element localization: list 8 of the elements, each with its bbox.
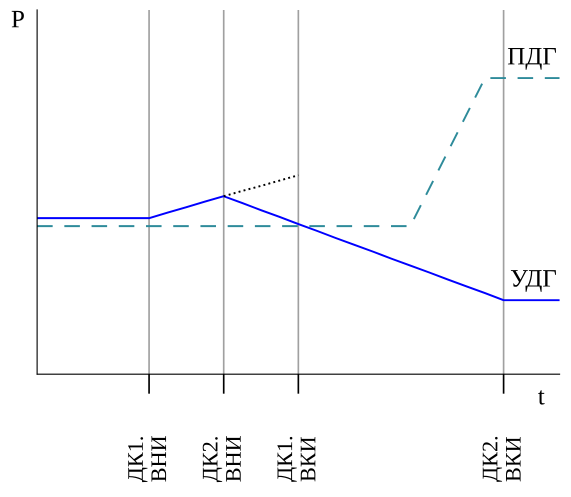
series-label: ПДГ <box>508 48 556 70</box>
x-axis-title: t <box>538 390 545 405</box>
x-tick-label: ДК2. ВКИ <box>482 436 521 482</box>
x-tick-label: ДК2. ВНИ <box>202 436 241 482</box>
x-tick-label: ДК1. ВКИ <box>277 436 316 482</box>
y-axis-title: P <box>12 10 24 28</box>
x-tick-label: ДК1. ВНИ <box>128 436 166 482</box>
series-label: УДГ <box>510 270 556 292</box>
